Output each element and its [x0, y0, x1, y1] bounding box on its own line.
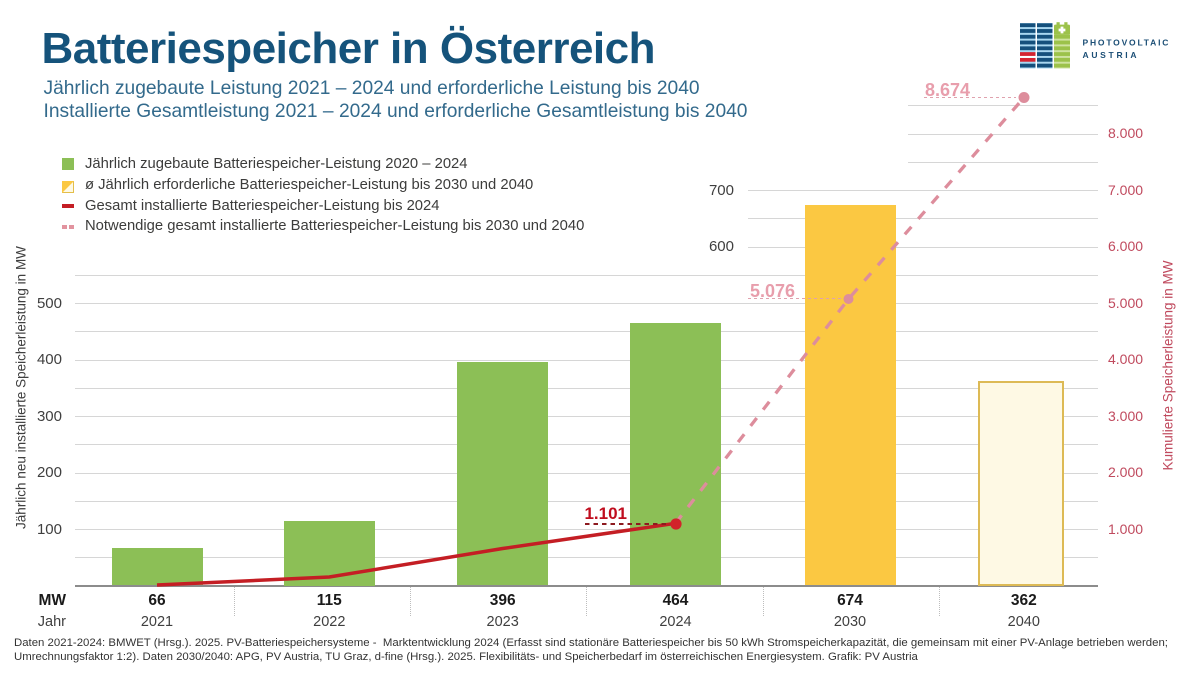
svg-text:PHOTOVOLTAIC: PHOTOVOLTAIC: [1083, 38, 1171, 48]
svg-text:AUSTRIA: AUSTRIA: [1083, 50, 1140, 60]
